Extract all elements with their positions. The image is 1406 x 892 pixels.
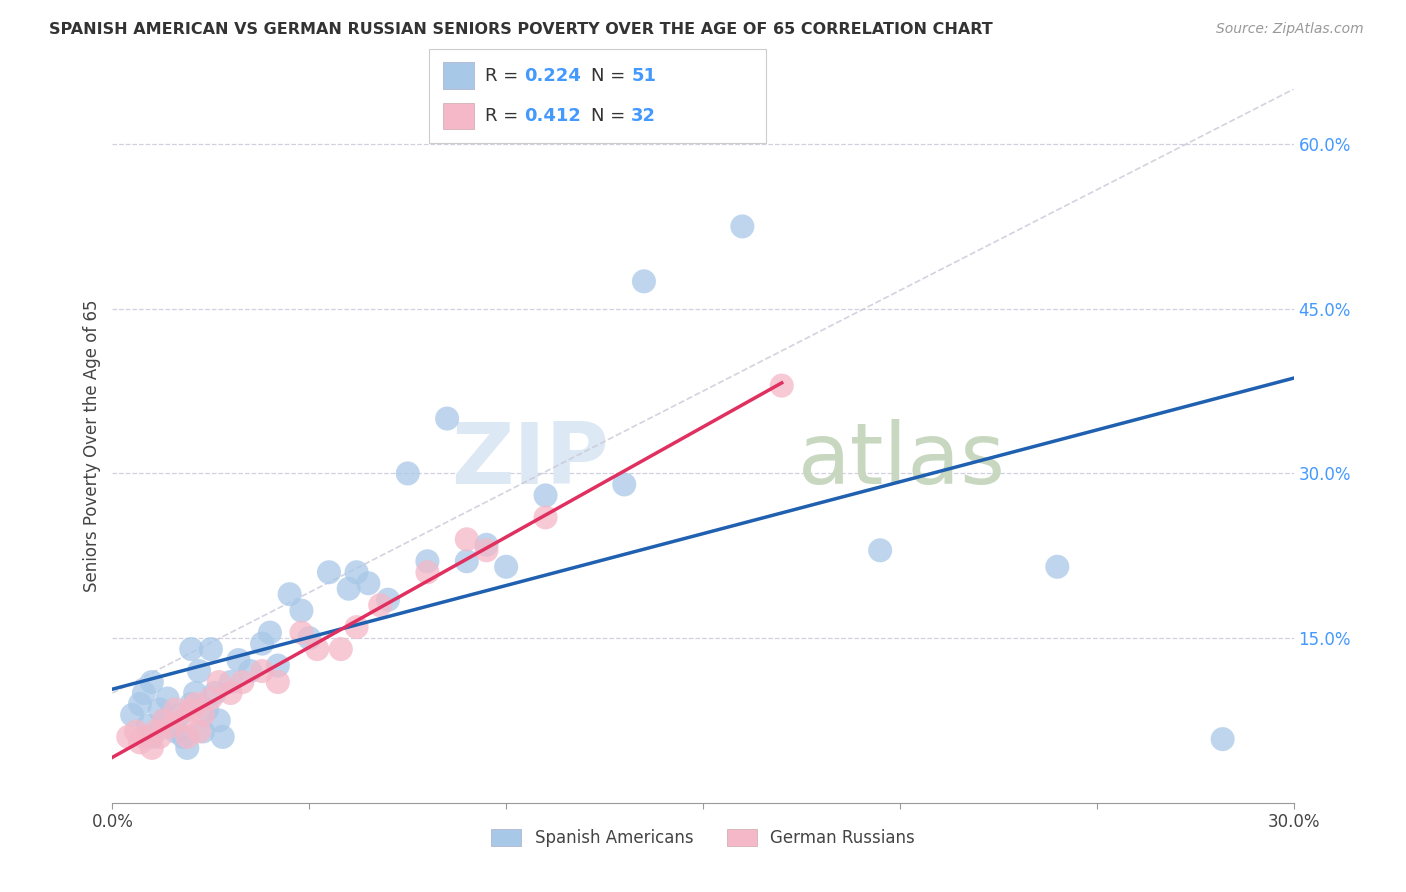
Point [129,735,152,749]
Point [1046,559,1069,574]
Point [495,559,517,574]
Point [368,598,391,612]
Point [267,675,290,690]
Point [278,587,301,601]
Point [228,653,250,667]
Point [141,740,163,755]
Text: Source: ZipAtlas.com: Source: ZipAtlas.com [1216,22,1364,37]
Text: 0.224: 0.224 [524,67,581,85]
Point [136,719,159,733]
Point [172,714,194,728]
Point [416,554,439,568]
Point [204,686,226,700]
Point [770,378,793,392]
Point [160,719,183,733]
Point [200,691,222,706]
Point [125,724,148,739]
Point [152,714,174,728]
Point [208,675,231,690]
Point [377,592,399,607]
Text: SPANISH AMERICAN VS GERMAN RUSSIAN SENIORS POVERTY OVER THE AGE OF 65 CORRELATIO: SPANISH AMERICAN VS GERMAN RUSSIAN SENIO… [49,22,993,37]
Point [200,642,222,657]
Point [534,510,557,524]
Point [184,697,207,711]
Point [337,582,360,596]
Point [456,533,478,547]
Legend: Spanish Americans, German Russians: Spanish Americans, German Russians [484,821,922,855]
Text: 0.412: 0.412 [524,107,581,125]
Point [121,708,143,723]
Point [149,730,172,744]
Point [160,719,183,733]
Text: ZIP: ZIP [451,418,609,502]
Point [172,730,194,744]
Text: N =: N = [591,107,630,125]
Point [534,488,557,502]
Point [346,620,368,634]
Point [869,543,891,558]
Point [298,631,321,645]
Text: R =: R = [485,107,524,125]
Point [613,477,636,491]
Point [195,702,218,716]
Point [141,675,163,690]
Point [191,708,214,723]
Text: R =: R = [485,67,524,85]
Point [239,664,262,678]
Point [132,686,155,700]
Point [416,566,439,580]
Point [357,576,380,591]
Point [219,686,242,700]
Text: atlas: atlas [797,418,1005,502]
Point [436,411,458,425]
Point [149,702,172,716]
Point [156,691,179,706]
Point [176,730,198,744]
Point [1212,732,1234,747]
Text: 51: 51 [631,67,657,85]
Point [180,702,202,716]
Point [318,566,340,580]
Point [731,219,754,234]
Text: 32: 32 [631,107,657,125]
Y-axis label: Seniors Poverty Over the Age of 65: Seniors Poverty Over the Age of 65 [83,300,101,592]
Point [250,664,273,678]
Point [211,730,233,744]
Point [176,740,198,755]
Point [346,566,368,580]
Point [188,724,211,739]
Point [329,642,352,657]
Point [290,604,312,618]
Point [475,543,498,558]
Point [188,664,211,678]
Point [290,625,312,640]
Point [180,697,202,711]
Point [184,686,207,700]
Point [208,714,231,728]
Point [152,714,174,728]
Point [633,274,655,288]
Point [180,642,202,657]
Point [475,538,498,552]
Point [231,675,253,690]
Point [219,675,242,690]
Point [145,724,167,739]
Point [307,642,329,657]
Point [267,658,290,673]
Point [456,554,478,568]
Point [141,730,163,744]
Point [129,697,152,711]
Point [169,708,191,723]
Point [191,724,214,739]
Point [165,724,187,739]
Point [259,625,281,640]
Point [117,730,139,744]
Point [132,730,155,744]
Point [250,637,273,651]
Point [396,467,419,481]
Text: N =: N = [591,67,630,85]
Point [165,702,187,716]
